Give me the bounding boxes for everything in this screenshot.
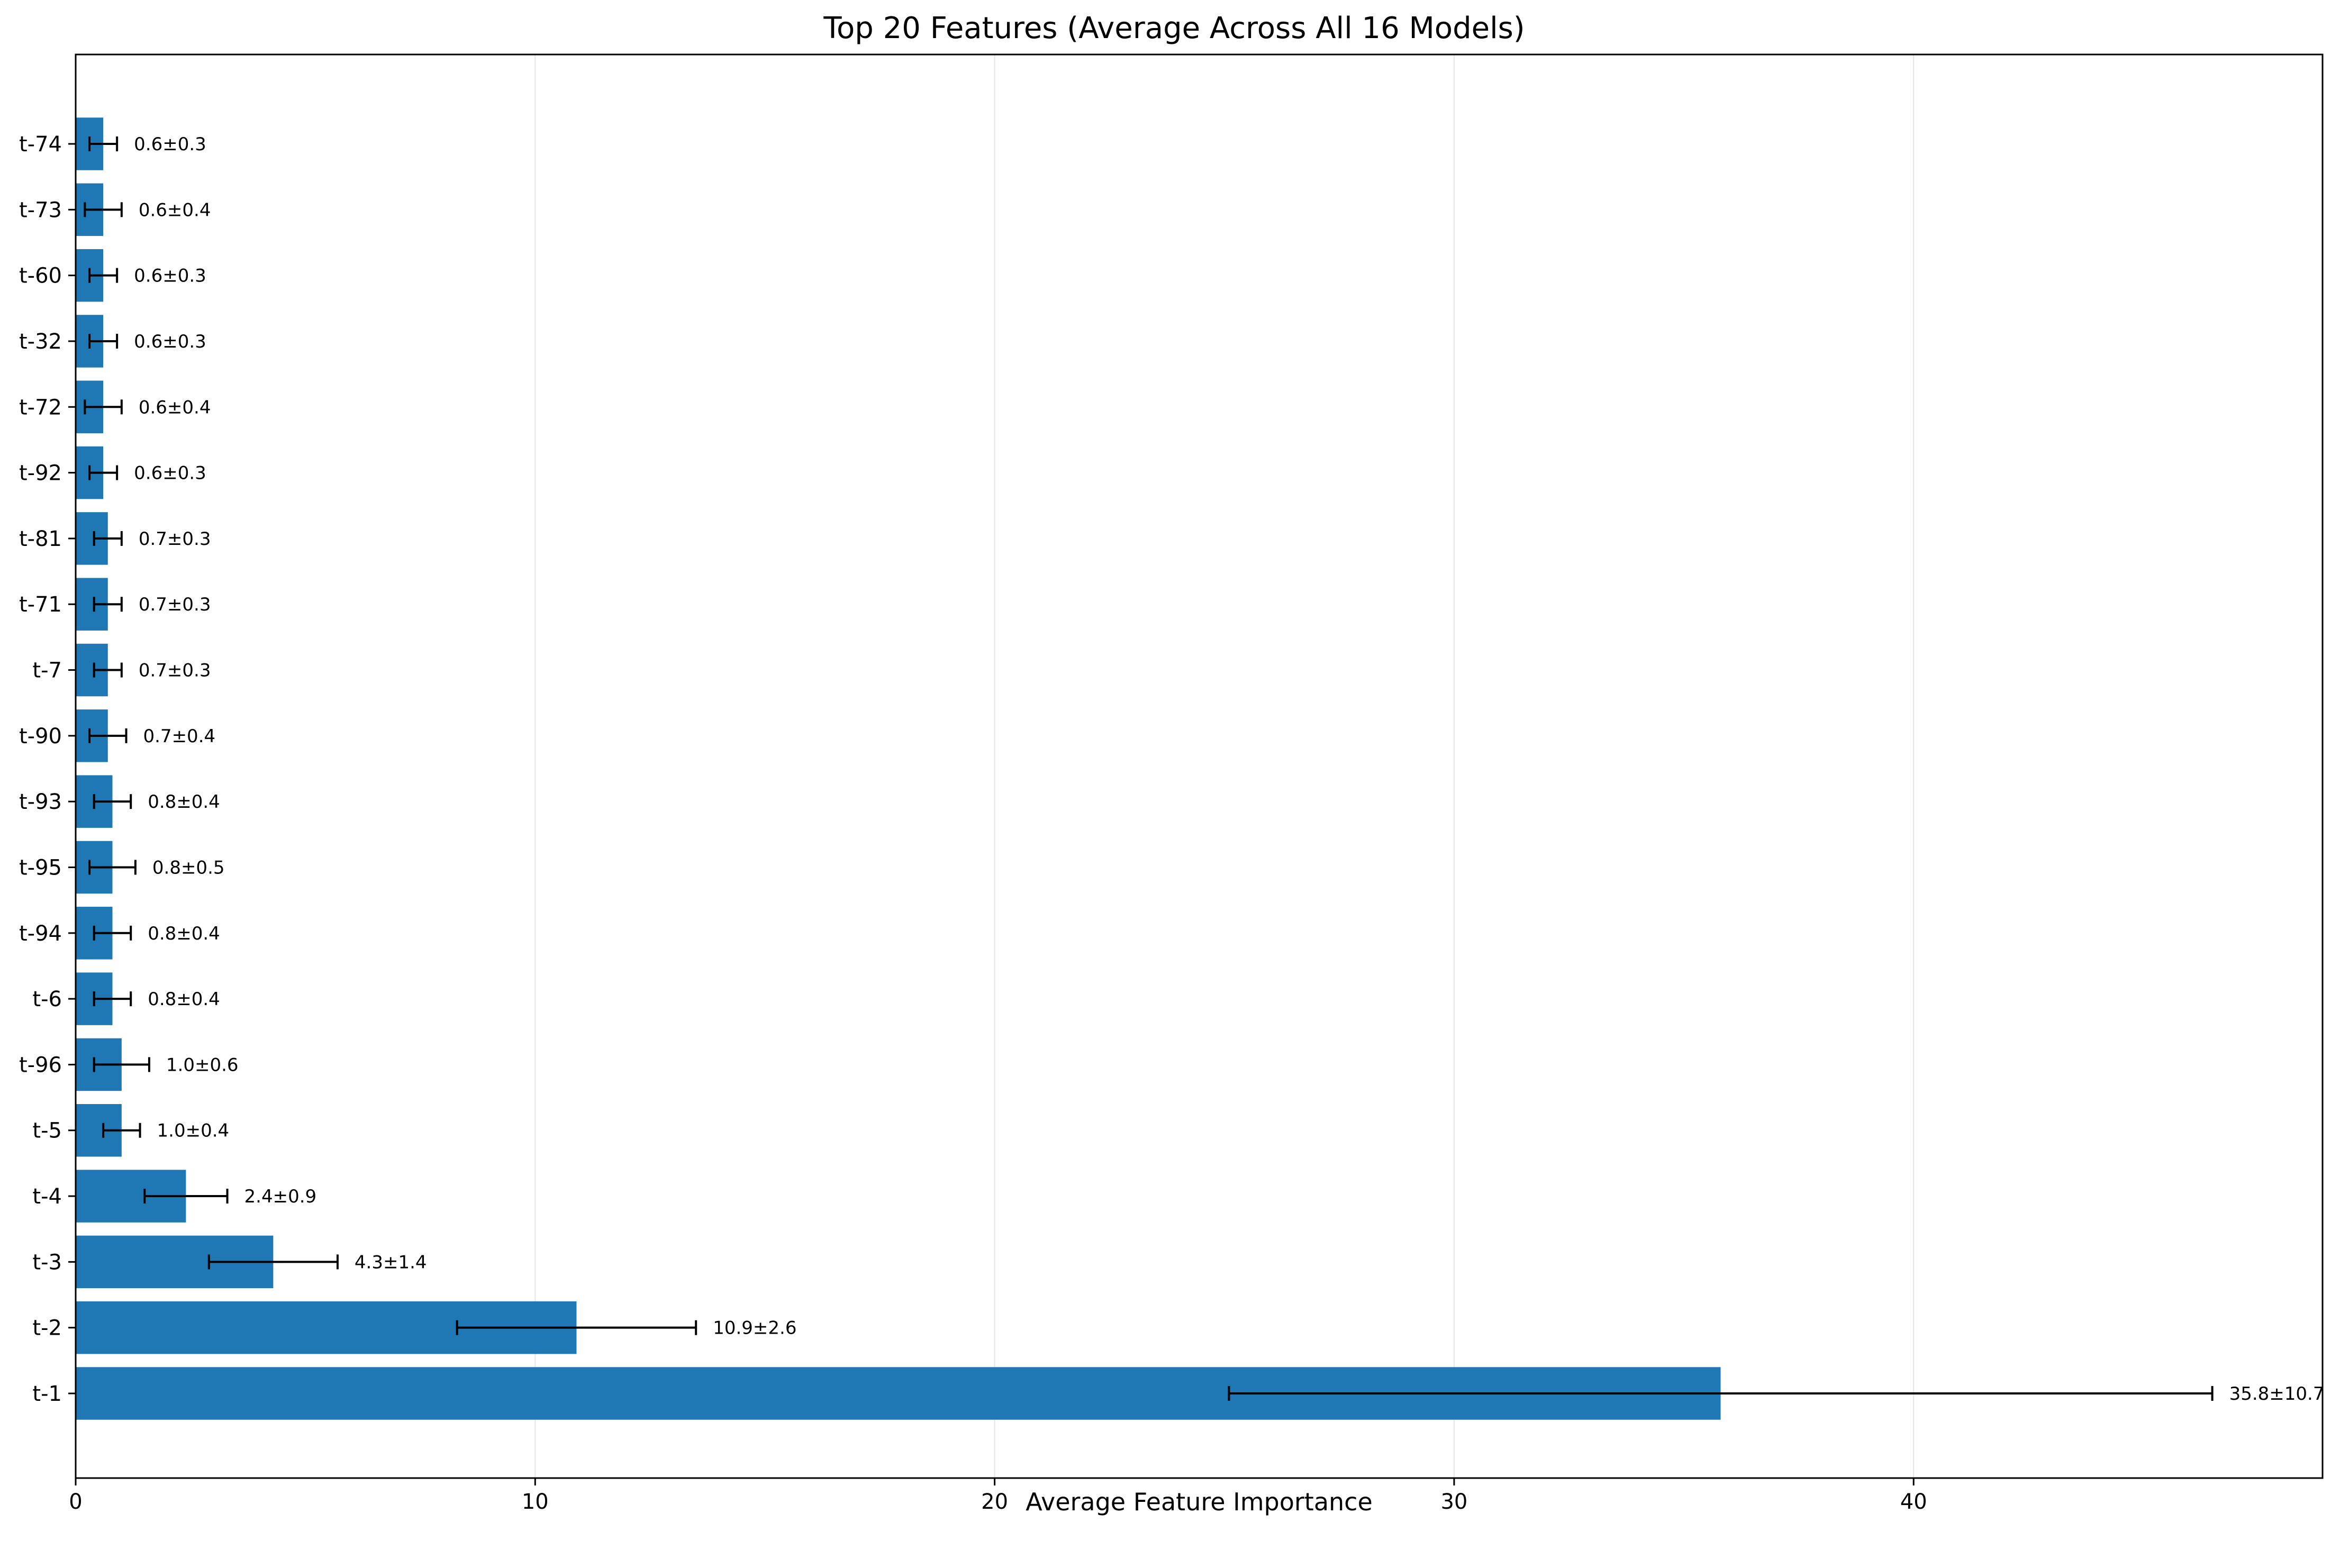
y-tick-label-t-94: t-94 xyxy=(19,922,62,946)
y-tick-label-t-32: t-32 xyxy=(19,330,62,354)
y-tick-label-t-71: t-71 xyxy=(19,592,62,617)
y-tick-label-t-74: t-74 xyxy=(19,132,62,157)
error-bar-t-93 xyxy=(93,794,132,809)
x-tick-label: 10 xyxy=(522,1490,549,1514)
x-tick-label: 20 xyxy=(981,1490,1008,1514)
error-bar-t-2 xyxy=(456,1320,697,1335)
error-bar-t-74 xyxy=(88,136,119,151)
error-bar-t-4 xyxy=(143,1189,229,1204)
data-label-t-7: 0.7±0.3 xyxy=(139,660,211,681)
data-label-t-96: 1.0±0.6 xyxy=(166,1054,239,1075)
data-label-t-5: 1.0±0.4 xyxy=(157,1120,230,1142)
data-label-t-71: 0.7±0.3 xyxy=(139,594,211,615)
y-tick-label-t-92: t-92 xyxy=(19,461,62,486)
error-bar-t-7 xyxy=(93,662,123,678)
data-label-t-6: 0.8±0.4 xyxy=(148,989,220,1010)
y-tick-label-t-90: t-90 xyxy=(19,724,62,749)
data-label-t-3: 4.3±1.4 xyxy=(355,1252,427,1273)
error-bar-t-92 xyxy=(88,465,119,480)
y-tick-label-t-6: t-6 xyxy=(32,987,62,1011)
x-axis-title: Average Feature Importance xyxy=(1026,1488,1373,1516)
data-label-t-2: 10.9±2.6 xyxy=(713,1318,796,1339)
y-tick-label-t-1: t-1 xyxy=(32,1382,62,1406)
error-bar-t-71 xyxy=(93,597,123,612)
y-tick-label-t-93: t-93 xyxy=(19,790,62,814)
y-tick-label-t-96: t-96 xyxy=(19,1053,62,1077)
data-label-t-1: 35.8±10.7 xyxy=(2229,1383,2325,1405)
data-label-t-60: 0.6±0.3 xyxy=(134,266,206,287)
error-bar-t-96 xyxy=(93,1057,150,1072)
axes: 0 10 20 30 40 t-1 t-2 t-3 t-4 t-5 t-96 t-6 t-94 t-95 t… xyxy=(19,132,1927,1514)
data-labels: 35.8±10.7 10.9±2.6 4.3±1.4 2.4±0.9 1.0±0.4 1.… xyxy=(134,134,2324,1405)
x-tick-label: 0 xyxy=(69,1490,82,1514)
data-label-t-94: 0.8±0.4 xyxy=(148,923,220,944)
y-tick-label-t-72: t-72 xyxy=(19,395,62,420)
error-bars xyxy=(84,136,2214,1401)
y-tick-label-t-4: t-4 xyxy=(32,1184,62,1209)
y-tick-label-t-5: t-5 xyxy=(32,1119,62,1143)
error-bar-t-5 xyxy=(102,1123,141,1138)
y-tick-label-t-81: t-81 xyxy=(19,527,62,551)
data-label-t-90: 0.7±0.4 xyxy=(143,726,216,747)
error-bar-t-95 xyxy=(88,860,137,875)
data-label-t-95: 0.8±0.5 xyxy=(152,857,225,878)
x-tick-label: 30 xyxy=(1440,1490,1467,1514)
y-tick-label-t-3: t-3 xyxy=(32,1250,62,1274)
error-bar-t-3 xyxy=(207,1254,339,1270)
y-tick-label-t-60: t-60 xyxy=(19,264,62,288)
error-bar-t-90 xyxy=(88,728,128,743)
data-label-t-93: 0.8±0.4 xyxy=(148,791,220,813)
error-bar-t-81 xyxy=(93,531,123,546)
error-bar-t-73 xyxy=(84,202,123,217)
error-bar-t-32 xyxy=(88,333,119,349)
y-tick-label-t-95: t-95 xyxy=(19,855,62,880)
data-label-t-72: 0.6±0.4 xyxy=(139,397,211,418)
gridlines xyxy=(534,54,1915,1478)
chart-title: Top 20 Features (Average Across All 16 M… xyxy=(823,11,1525,45)
y-tick-label-t-7: t-7 xyxy=(32,659,62,683)
plot-frame xyxy=(75,53,2324,1479)
y-tick-label-t-2: t-2 xyxy=(32,1316,62,1341)
data-label-t-32: 0.6±0.3 xyxy=(134,331,206,352)
x-tick-label: 40 xyxy=(1900,1490,1927,1514)
error-bar-t-1 xyxy=(1228,1386,2214,1401)
y-tick-label-t-73: t-73 xyxy=(19,198,62,222)
error-bar-t-6 xyxy=(93,991,132,1007)
error-bar-t-60 xyxy=(88,268,119,283)
error-bar-t-72 xyxy=(84,399,123,415)
data-label-t-81: 0.7±0.3 xyxy=(139,528,211,550)
data-label-t-74: 0.6±0.3 xyxy=(134,134,206,155)
data-label-t-73: 0.6±0.4 xyxy=(139,199,211,221)
data-label-t-4: 2.4±0.9 xyxy=(244,1186,317,1207)
error-bar-t-94 xyxy=(93,925,132,941)
data-label-t-92: 0.6±0.3 xyxy=(134,463,206,484)
